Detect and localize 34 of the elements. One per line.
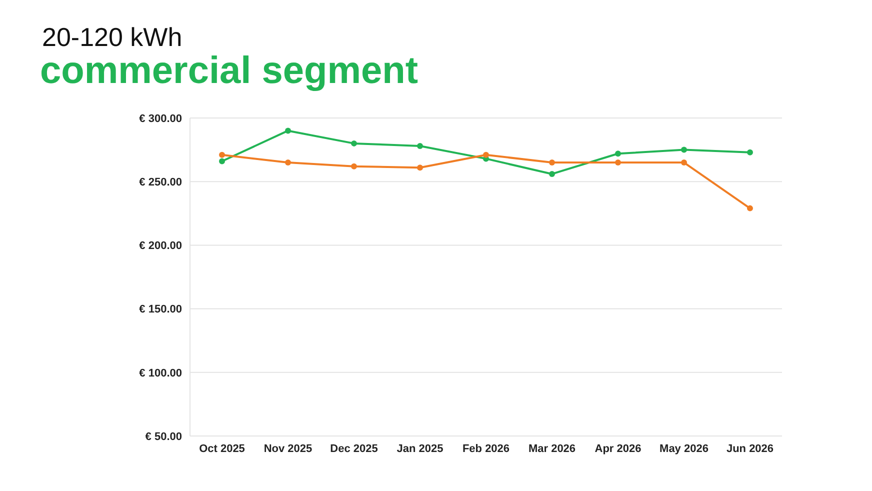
y-tick-label: € 100.00 (139, 367, 182, 380)
point (615, 150, 621, 157)
point (285, 128, 291, 134)
point (285, 160, 291, 166)
point (417, 142, 423, 149)
point (681, 160, 687, 166)
y-tick-label: € 200.00 (139, 240, 182, 252)
x-tick-label: Apr 2026 (594, 442, 642, 455)
y-tick-label: € 150.00 (139, 304, 182, 316)
point (351, 163, 357, 170)
point (681, 146, 687, 153)
point (219, 152, 225, 158)
chart-subtitle: 20-120 kWh (42, 22, 182, 53)
point (483, 152, 489, 158)
x-tick-label: Oct 2025 (199, 442, 245, 455)
x-tick-label: Jan 2025 (396, 442, 444, 455)
x-tick-label: Feb 2026 (462, 442, 510, 455)
x-tick-label: Mar 2026 (528, 442, 576, 455)
x-tick-label: Jun 2026 (726, 442, 774, 455)
x-tick-label: Nov 2025 (264, 442, 312, 455)
point (351, 140, 357, 146)
point (549, 160, 555, 166)
point (219, 158, 225, 164)
x-tick-label: May 2026 (660, 442, 708, 455)
x-tick-label: Dec 2025 (330, 442, 378, 455)
point (615, 160, 621, 166)
y-tick-label: € 250.00 (139, 176, 182, 189)
point (417, 164, 423, 171)
y-tick-label: € 50.00 (145, 430, 182, 443)
point (747, 205, 753, 212)
chart-title: commercial segment (40, 50, 418, 93)
point (549, 170, 555, 177)
point (747, 149, 753, 156)
y-tick-label: € 300.00 (139, 112, 182, 125)
